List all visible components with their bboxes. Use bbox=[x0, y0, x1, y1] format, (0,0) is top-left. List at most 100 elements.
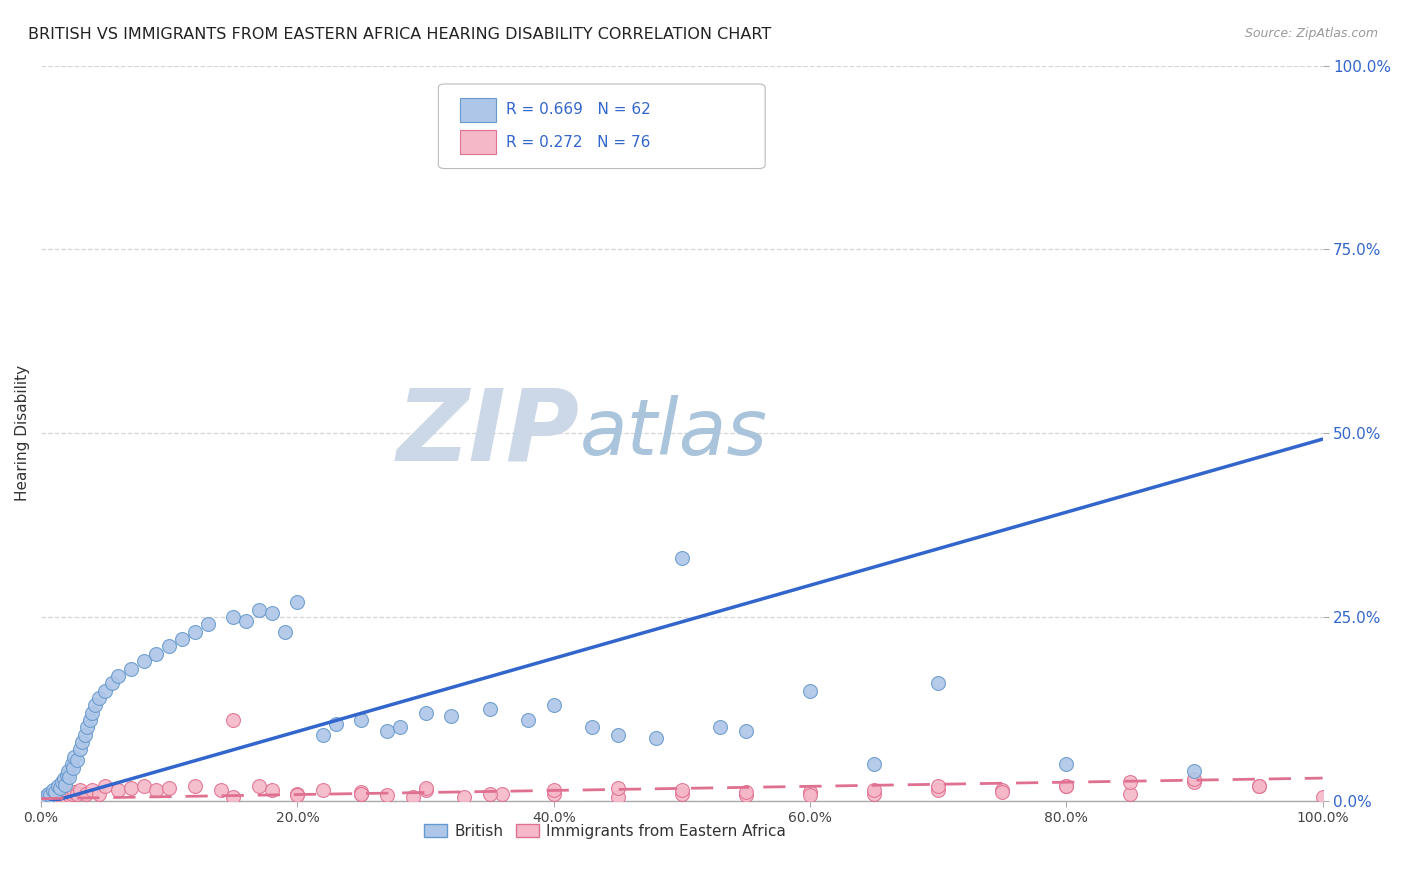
Point bbox=[79, 713, 101, 727]
Point bbox=[927, 779, 949, 793]
Point bbox=[453, 790, 475, 805]
Legend: British, Immigrants from Eastern Africa: British, Immigrants from Eastern Africa bbox=[418, 817, 792, 845]
FancyBboxPatch shape bbox=[460, 98, 496, 122]
Point bbox=[235, 614, 257, 628]
Text: BRITISH VS IMMIGRANTS FROM EASTERN AFRICA HEARING DISABILITY CORRELATION CHART: BRITISH VS IMMIGRANTS FROM EASTERN AFRIC… bbox=[28, 27, 772, 42]
Point bbox=[38, 791, 60, 805]
Point bbox=[107, 669, 129, 683]
Point bbox=[799, 683, 821, 698]
Point bbox=[75, 787, 97, 801]
Point bbox=[76, 720, 98, 734]
Point bbox=[56, 764, 79, 779]
Point bbox=[350, 787, 373, 801]
Point bbox=[145, 782, 167, 797]
Point bbox=[82, 706, 104, 720]
Point bbox=[491, 787, 513, 801]
Point bbox=[66, 754, 89, 768]
Point bbox=[287, 595, 309, 609]
Point bbox=[517, 713, 540, 727]
Point bbox=[73, 728, 96, 742]
Point bbox=[735, 788, 758, 802]
Point bbox=[350, 785, 373, 799]
Point bbox=[39, 788, 62, 802]
Point bbox=[60, 787, 83, 801]
Point bbox=[440, 709, 463, 723]
Point bbox=[51, 785, 73, 799]
Point bbox=[44, 785, 66, 799]
Point bbox=[222, 713, 245, 727]
Point bbox=[735, 785, 758, 799]
Point bbox=[66, 787, 89, 801]
Point bbox=[247, 779, 270, 793]
Point bbox=[1054, 757, 1077, 772]
Point bbox=[53, 787, 76, 801]
Point bbox=[132, 654, 155, 668]
Point bbox=[287, 788, 309, 802]
Point bbox=[260, 782, 283, 797]
Point bbox=[645, 731, 668, 746]
Point bbox=[581, 720, 603, 734]
Point bbox=[94, 779, 117, 793]
Point bbox=[170, 632, 193, 647]
Text: Source: ZipAtlas.com: Source: ZipAtlas.com bbox=[1244, 27, 1378, 40]
Point bbox=[157, 780, 180, 795]
Point bbox=[927, 782, 949, 797]
Point bbox=[120, 661, 142, 675]
Point bbox=[35, 791, 58, 805]
Point bbox=[41, 788, 63, 802]
Point bbox=[132, 779, 155, 793]
Point bbox=[94, 683, 117, 698]
Point bbox=[58, 770, 80, 784]
Y-axis label: Hearing Disability: Hearing Disability bbox=[15, 365, 30, 501]
Point bbox=[543, 698, 565, 713]
Point bbox=[53, 772, 76, 786]
Point bbox=[58, 788, 80, 802]
Point bbox=[350, 713, 373, 727]
Text: atlas: atlas bbox=[579, 395, 768, 471]
Point bbox=[1312, 790, 1334, 805]
Point bbox=[34, 790, 56, 805]
Point bbox=[543, 782, 565, 797]
Point bbox=[49, 788, 72, 802]
Point bbox=[606, 790, 628, 805]
Point bbox=[735, 724, 758, 739]
Text: R = 0.669   N = 62: R = 0.669 N = 62 bbox=[506, 103, 651, 117]
Point bbox=[46, 779, 69, 793]
Point bbox=[62, 761, 84, 775]
Point bbox=[863, 782, 886, 797]
Point bbox=[312, 728, 335, 742]
Point bbox=[671, 787, 693, 801]
Point bbox=[63, 785, 86, 799]
Point bbox=[145, 647, 167, 661]
Point bbox=[52, 787, 75, 801]
Point bbox=[82, 782, 104, 797]
Point bbox=[388, 720, 411, 734]
Point bbox=[87, 787, 110, 801]
Point bbox=[222, 790, 245, 805]
Point bbox=[184, 624, 207, 639]
Point bbox=[55, 789, 77, 803]
Point bbox=[375, 724, 398, 739]
Point bbox=[69, 782, 91, 797]
Point bbox=[42, 787, 65, 801]
Point bbox=[184, 779, 207, 793]
Point bbox=[39, 789, 62, 804]
Point bbox=[55, 768, 77, 782]
Point bbox=[927, 676, 949, 690]
Point bbox=[41, 790, 63, 805]
Point bbox=[222, 610, 245, 624]
Point bbox=[312, 782, 335, 797]
Point bbox=[287, 787, 309, 801]
Point bbox=[1054, 779, 1077, 793]
Point bbox=[606, 780, 628, 795]
Point bbox=[1184, 775, 1206, 789]
Point bbox=[45, 787, 67, 801]
Point bbox=[41, 782, 63, 797]
Point bbox=[87, 690, 110, 705]
Point bbox=[44, 789, 66, 803]
Point bbox=[48, 786, 70, 800]
Point bbox=[1054, 779, 1077, 793]
Point bbox=[991, 785, 1014, 799]
Point bbox=[84, 698, 107, 713]
Point bbox=[37, 787, 59, 801]
